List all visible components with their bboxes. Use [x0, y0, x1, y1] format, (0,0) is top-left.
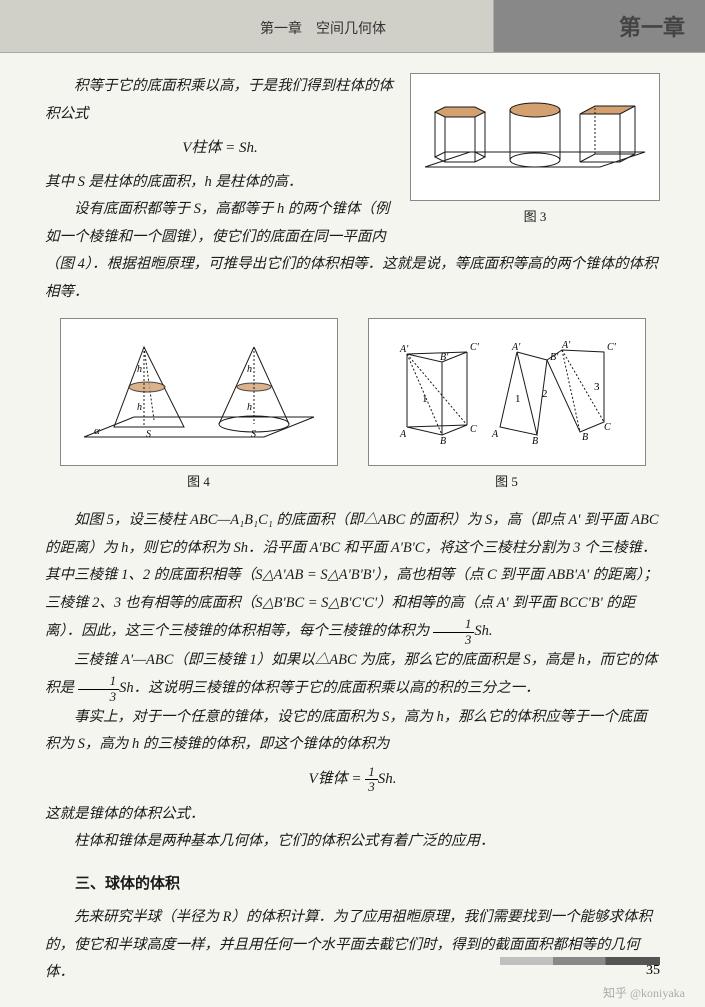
content: 图 3 积等于它的底面积乘以高，于是我们得到柱体的体积公式 V柱体 = Sh. … — [0, 53, 705, 1007]
figure-3-caption: 图 3 — [410, 205, 660, 230]
svg-text:C: C — [604, 422, 611, 433]
svg-text:1: 1 — [422, 393, 428, 405]
page-number: 35 — [646, 963, 660, 979]
svg-text:A': A' — [511, 342, 521, 353]
svg-text:A': A' — [399, 344, 409, 355]
svg-text:2: 2 — [542, 388, 548, 400]
paragraph-9: 先来研究半球（半径为 R）的体积计算．为了应用祖暅原理，我们需要找到一个能够求体… — [45, 904, 660, 987]
svg-text:h: h — [247, 364, 252, 375]
svg-text:A': A' — [561, 340, 571, 351]
figure-3-box — [410, 73, 660, 201]
figure-5-box: A' B' C' A B C 1 — [368, 318, 646, 466]
paragraph-5: 三棱锥 A'—ABC（即三棱锥 1）如果以△ABC 为底，那么它的底面积是 S，… — [45, 647, 660, 704]
svg-text:B: B — [532, 436, 538, 447]
figure-4: α h h S h — [60, 318, 338, 495]
figure-5: A' B' C' A B C 1 — [368, 318, 646, 495]
svg-text:S: S — [251, 429, 256, 440]
paragraph-7: 这就是锥体的体积公式． — [45, 801, 660, 829]
formula-cone-rhs: Sh. — [378, 771, 397, 787]
svg-text:3: 3 — [594, 381, 600, 393]
svg-text:A: A — [399, 429, 407, 440]
header-small-title: 第一章 空间几何体 — [260, 18, 386, 38]
watermark: 知乎 @koniyaka — [603, 984, 685, 1001]
figure-row: α h h S h — [45, 318, 660, 495]
cones-icon: α h h S h — [74, 332, 324, 452]
figure-4-caption: 图 4 — [60, 470, 338, 495]
paragraph-5b: Sh．这说明三棱锥的体积等于它的底面积乘以高的积的三分之一． — [119, 680, 540, 696]
paragraph-4b: Sh. — [474, 623, 492, 639]
svg-text:C': C' — [470, 342, 480, 353]
prisms-icon — [420, 82, 650, 192]
svg-text:S: S — [146, 429, 151, 440]
paragraph-4: 如图 5，设三棱柱 ABC—A₁B₁C₁ 的底面积（即△ABC 的面积）为 S，… — [45, 507, 660, 647]
figure-3: 图 3 — [410, 73, 660, 230]
svg-text:h: h — [247, 402, 252, 413]
header: 第一章 空间几何体 第一章 — [0, 0, 705, 53]
svg-text:B: B — [440, 436, 446, 447]
fraction-1-3-a: 13 — [433, 617, 475, 647]
svg-text:1: 1 — [515, 393, 521, 405]
svg-text:h: h — [137, 402, 142, 413]
figure-4-box: α h h S h — [60, 318, 338, 466]
paragraph-8: 柱体和锥体是两种基本几何体，它们的体积公式有着广泛的应用． — [45, 828, 660, 856]
formula-cone: V锥体 = 13Sh. — [45, 765, 660, 795]
figure-5-caption: 图 5 — [368, 470, 646, 495]
paragraph-4a: 如图 5，设三棱柱 ABC—A₁B₁C₁ 的底面积（即△ABC 的面积）为 S，… — [45, 512, 659, 639]
svg-text:C': C' — [607, 342, 617, 353]
section-title-sphere: 三、球体的体积 — [45, 870, 660, 899]
fraction-1-3-b: 13 — [78, 674, 120, 704]
footer-bar-icon — [500, 957, 660, 965]
svg-text:C: C — [470, 424, 477, 435]
formula-cone-lhs: V锥体 = — [308, 771, 365, 787]
page: 第一章 空间几何体 第一章 — [0, 0, 705, 1007]
svg-text:α: α — [94, 425, 100, 437]
header-chapter: 第一章 — [619, 10, 685, 42]
svg-text:h: h — [137, 364, 142, 375]
fraction-1-3-c: 13 — [365, 765, 378, 795]
svg-text:A: A — [491, 429, 499, 440]
prism-split-icon: A' B' C' A B C 1 — [382, 332, 632, 452]
paragraph-6: 事实上，对于一个任意的锥体，设它的底面积为 S，高为 h，那么它的体积应等于一个… — [45, 704, 660, 759]
svg-text:B: B — [582, 432, 588, 443]
